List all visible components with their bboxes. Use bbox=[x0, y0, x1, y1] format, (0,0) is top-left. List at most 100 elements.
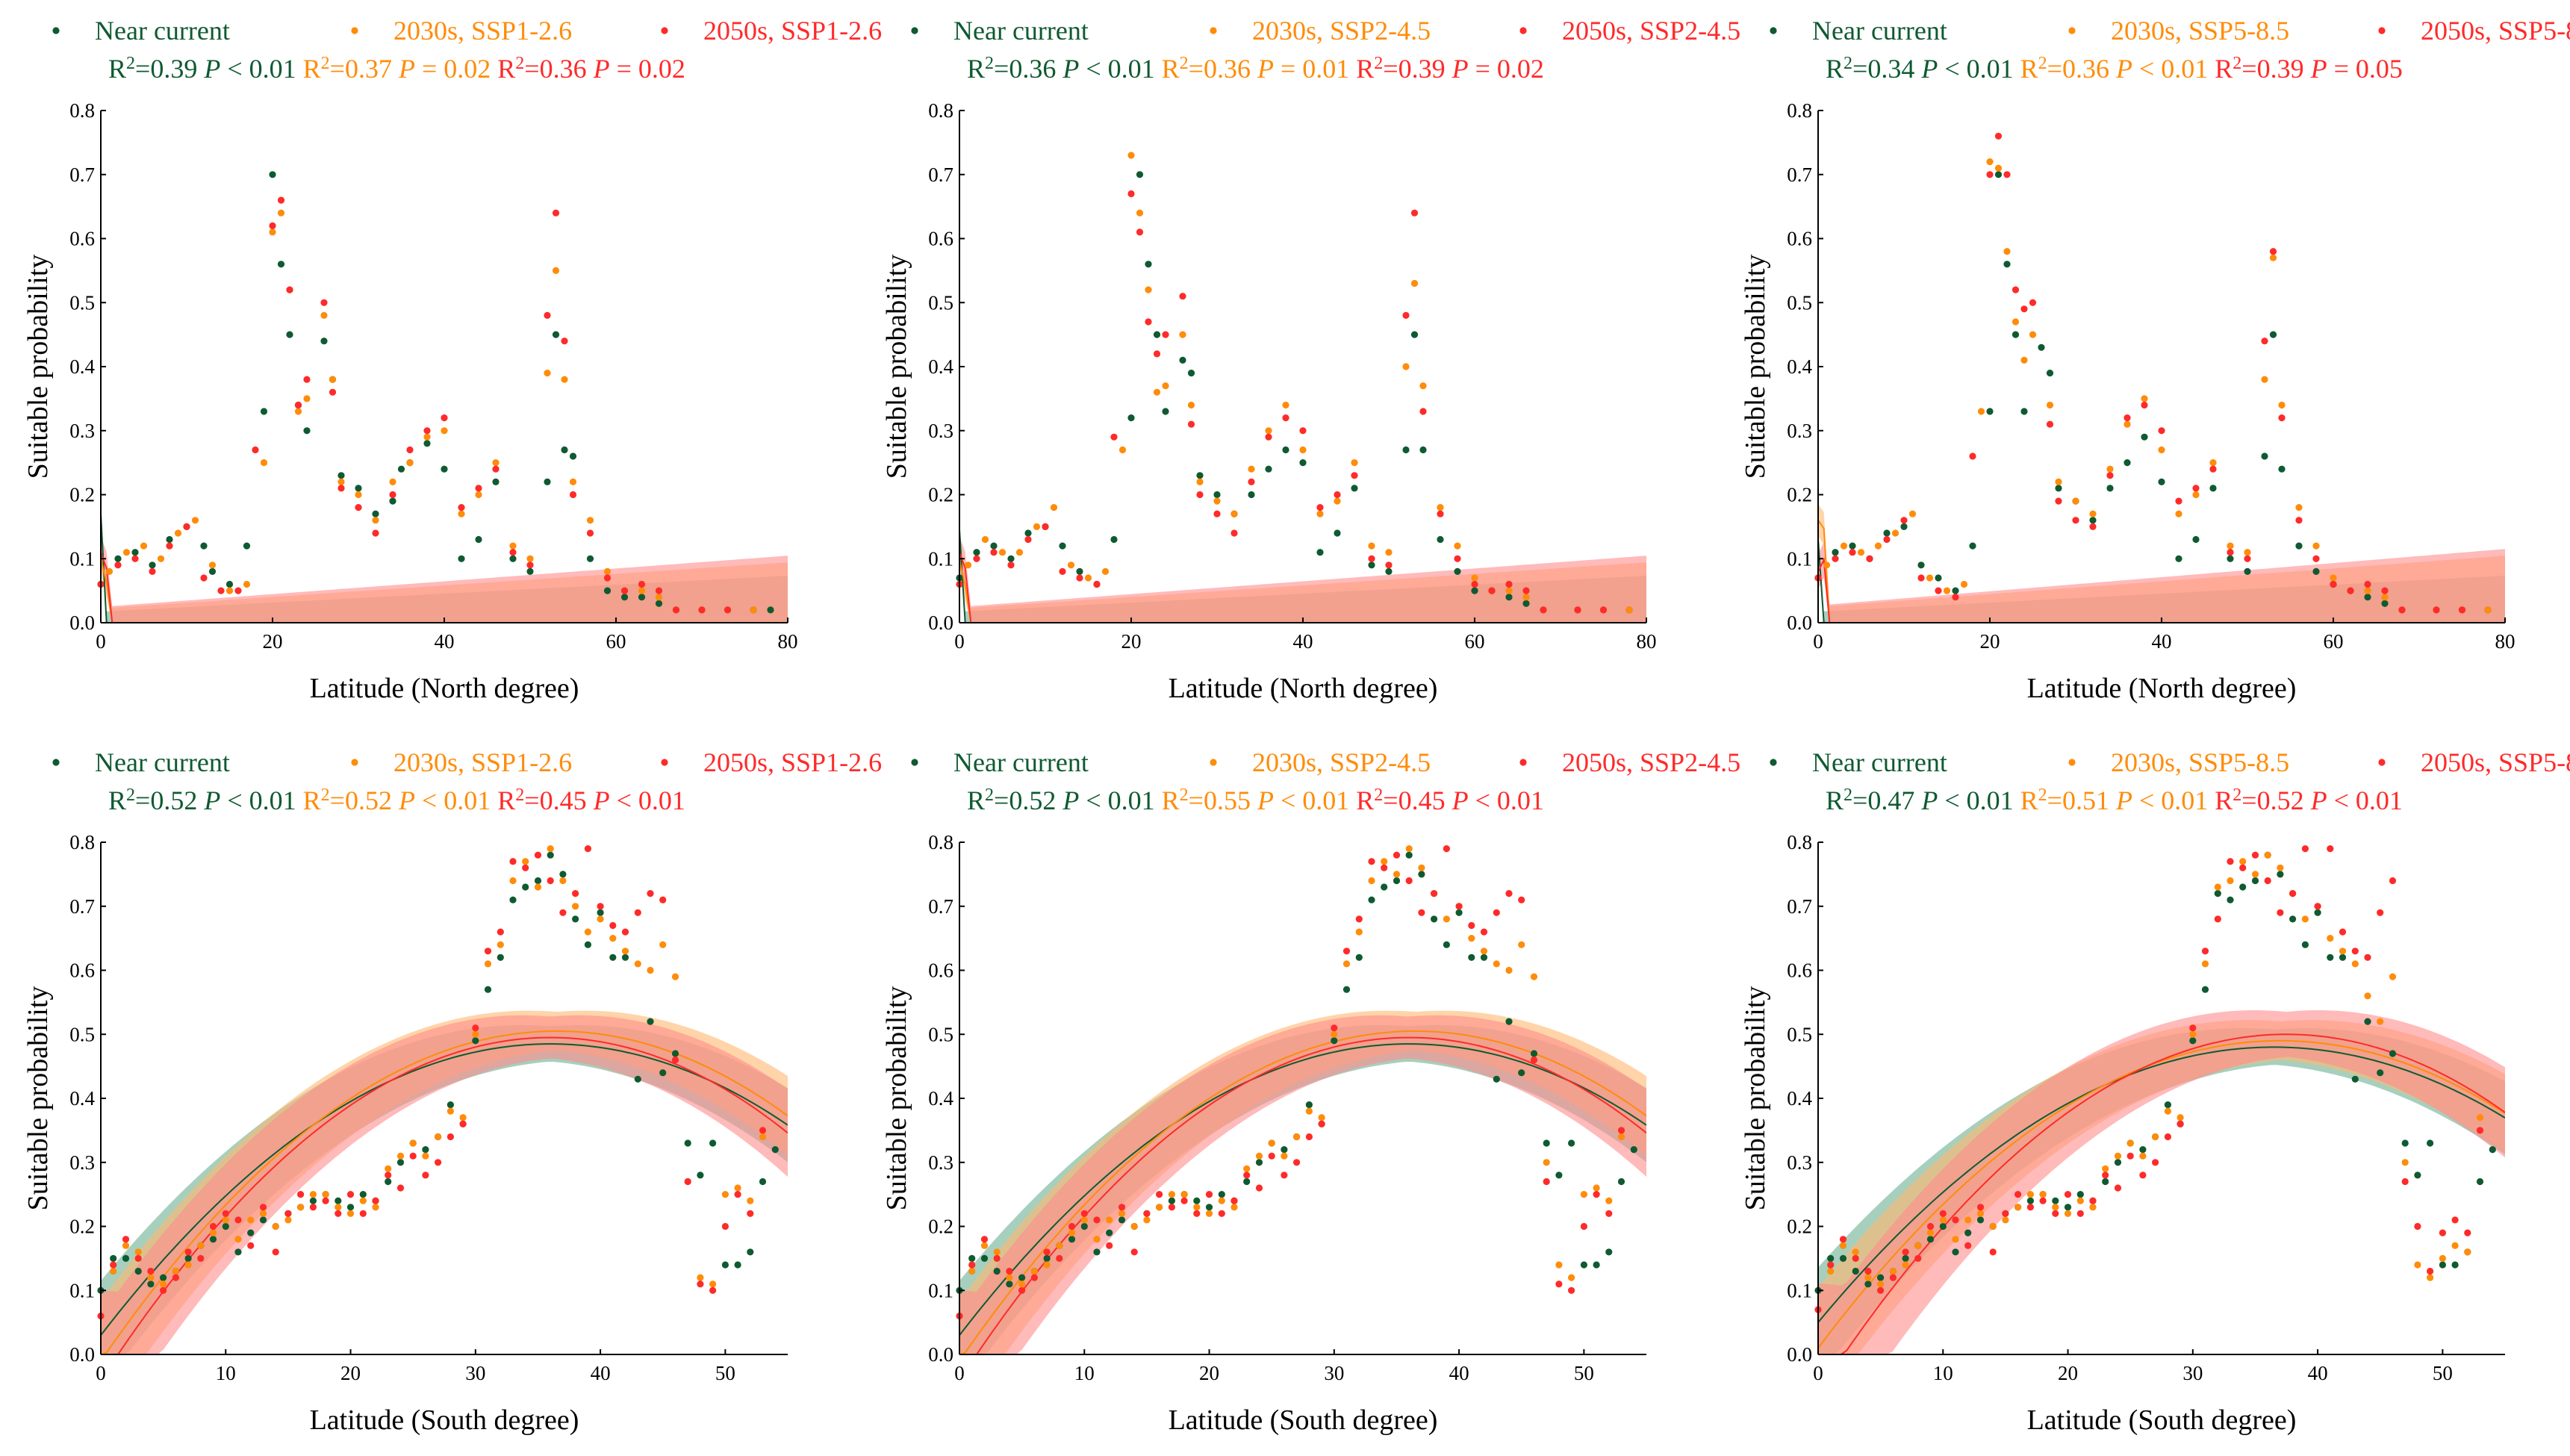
data-point bbox=[472, 1024, 479, 1032]
data-point bbox=[1316, 510, 1324, 517]
data-point bbox=[1454, 555, 1461, 562]
legend-marker bbox=[2378, 27, 2386, 34]
y-tick-label: 0.7 bbox=[928, 895, 953, 918]
data-point bbox=[1883, 535, 1891, 544]
data-point bbox=[1381, 883, 1388, 891]
data-point bbox=[1986, 171, 1994, 178]
data-point bbox=[1106, 1216, 1113, 1224]
data-point bbox=[269, 171, 276, 178]
data-point bbox=[1505, 594, 1513, 601]
series-2-points bbox=[110, 845, 767, 1288]
data-point bbox=[200, 574, 208, 582]
data-point bbox=[1418, 909, 1425, 916]
data-point bbox=[1493, 1075, 1500, 1083]
legend-label: 2030s, SSP5-8.5 bbox=[2111, 747, 2289, 777]
data-point bbox=[284, 1216, 292, 1224]
x-tick-label: 50 bbox=[715, 1362, 735, 1384]
data-point bbox=[2029, 299, 2037, 306]
data-point bbox=[1042, 523, 1049, 531]
data-point bbox=[260, 408, 268, 415]
x-axis-label: Latitude (South degree) bbox=[2027, 1404, 2297, 1436]
data-point bbox=[2351, 960, 2359, 968]
data-point bbox=[131, 555, 139, 562]
data-point bbox=[509, 877, 517, 885]
data-point bbox=[2261, 376, 2268, 383]
data-point bbox=[359, 1191, 367, 1198]
data-point bbox=[1943, 587, 1951, 594]
data-point bbox=[1593, 1261, 1600, 1269]
data-point bbox=[134, 1254, 142, 1262]
data-point bbox=[572, 903, 579, 910]
data-point bbox=[389, 497, 396, 505]
data-point bbox=[659, 1069, 667, 1077]
data-point bbox=[2277, 909, 2284, 916]
data-point bbox=[209, 1229, 217, 1236]
data-point bbox=[561, 337, 568, 345]
y-tick-label: 0.7 bbox=[928, 164, 953, 186]
data-point bbox=[1605, 1248, 1613, 1256]
y-tick-label: 0.2 bbox=[928, 1216, 953, 1238]
data-point bbox=[724, 606, 732, 614]
data-point bbox=[222, 1216, 229, 1224]
data-point bbox=[2278, 465, 2286, 473]
legend-label: 2030s, SSP1-2.6 bbox=[393, 747, 572, 777]
data-point bbox=[2227, 896, 2234, 903]
data-point bbox=[1162, 382, 1169, 390]
data-point bbox=[2214, 890, 2221, 897]
data-point bbox=[2476, 1114, 2484, 1121]
data-point bbox=[172, 1274, 179, 1281]
data-point bbox=[1153, 331, 1161, 338]
data-point bbox=[1605, 1210, 1613, 1217]
data-point bbox=[372, 1204, 379, 1211]
data-point bbox=[1405, 851, 1413, 859]
data-point bbox=[671, 973, 679, 980]
data-point bbox=[1976, 1210, 1985, 1217]
data-point bbox=[1106, 1229, 1113, 1236]
data-point bbox=[586, 555, 594, 562]
data-point bbox=[1437, 510, 1444, 517]
data-point bbox=[1443, 845, 1450, 853]
chart-panel-south-ssp245: 0.0 0.1 0.2 0.3 0.4 0.5 0.6 0.7 0.8 0 10 20 30 40 50 La… bbox=[881, 747, 1740, 1436]
data-point bbox=[1368, 555, 1375, 562]
data-point bbox=[2314, 903, 2321, 910]
x-axis-label: Latitude (North degree) bbox=[2027, 673, 2297, 704]
data-point bbox=[2377, 909, 2384, 916]
y-axis-label: Suitable probability bbox=[22, 986, 54, 1211]
data-point bbox=[497, 953, 504, 961]
data-point bbox=[620, 594, 629, 601]
data-point bbox=[1130, 1222, 1138, 1231]
data-point bbox=[435, 1159, 442, 1166]
x-tick-label: 50 bbox=[1574, 1362, 1594, 1384]
data-point bbox=[484, 960, 492, 968]
data-point bbox=[2214, 915, 2221, 923]
data-point bbox=[1877, 1274, 1885, 1281]
data-point bbox=[1480, 928, 1488, 936]
data-point bbox=[2003, 171, 2011, 178]
data-point bbox=[2377, 1069, 2384, 1077]
data-point bbox=[1007, 555, 1015, 562]
data-point bbox=[1281, 1152, 1288, 1160]
data-point bbox=[1418, 864, 1425, 871]
data-point bbox=[2389, 973, 2397, 980]
data-point bbox=[1156, 1204, 1163, 1211]
data-point bbox=[1006, 1267, 1013, 1275]
series-1-points bbox=[1814, 171, 2492, 614]
data-point bbox=[526, 561, 534, 569]
data-point bbox=[1080, 1222, 1088, 1231]
data-point bbox=[1593, 1184, 1600, 1192]
legend-label: 2050s, SSP5-8.5 bbox=[2421, 16, 2570, 46]
data-point bbox=[980, 1254, 989, 1262]
data-point bbox=[1381, 864, 1388, 871]
data-point bbox=[1405, 877, 1413, 885]
data-point bbox=[2312, 567, 2320, 576]
data-point bbox=[721, 1191, 729, 1198]
stats-line: R2=0.52 P < 0.01 R2=0.55 P < 0.01 R2=0.4… bbox=[967, 785, 1544, 815]
data-point bbox=[1864, 1267, 1872, 1275]
data-point bbox=[160, 1287, 167, 1294]
data-point bbox=[1265, 433, 1272, 441]
data-point bbox=[1989, 1222, 1997, 1231]
data-point bbox=[1006, 1274, 1013, 1281]
data-point bbox=[2141, 401, 2148, 409]
data-point bbox=[484, 948, 492, 955]
data-point bbox=[2064, 1210, 2072, 1217]
